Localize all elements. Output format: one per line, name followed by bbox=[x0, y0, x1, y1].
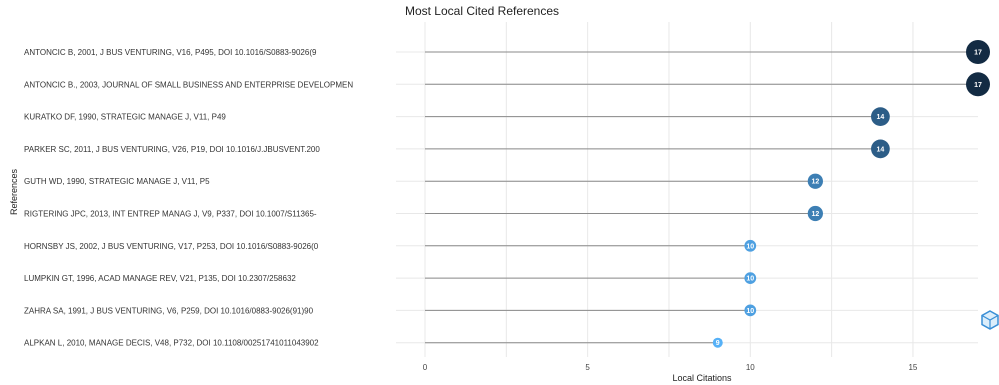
cube-logo-icon bbox=[981, 310, 999, 330]
value-label: 10 bbox=[746, 243, 754, 250]
value-label: 17 bbox=[974, 50, 982, 57]
reference-label: ANTONCIC B, 2001, J BUS VENTURING, V16, … bbox=[24, 48, 317, 57]
reference-label: ZAHRA SA, 1991, J BUS VENTURING, V6, P25… bbox=[24, 306, 314, 315]
value-label: 14 bbox=[877, 146, 885, 153]
y-axis-title: References bbox=[9, 168, 19, 215]
value-label: 12 bbox=[811, 179, 819, 186]
data-point bbox=[966, 72, 990, 97]
value-label: 10 bbox=[746, 308, 754, 315]
reference-labels: ANTONCIC B, 2001, J BUS VENTURING, V16, … bbox=[24, 48, 353, 348]
data-point bbox=[807, 173, 823, 189]
data-point bbox=[871, 107, 890, 126]
reference-label: ALPKAN L, 2010, MANAGE DECIS, V48, P732,… bbox=[24, 339, 319, 348]
reference-label: ANTONCIC B., 2003, JOURNAL OF SMALL BUSI… bbox=[24, 80, 353, 89]
x-tick-label: 5 bbox=[585, 363, 590, 372]
reference-label: GUTH WD, 1990, STRATEGIC MANAGE J, V11, … bbox=[24, 177, 210, 186]
value-label: 12 bbox=[811, 211, 819, 218]
value-label: 10 bbox=[746, 276, 754, 283]
data-point bbox=[871, 139, 890, 159]
reference-label: KURATKO DF, 1990, STRATEGIC MANAGE J, V1… bbox=[24, 113, 226, 122]
reference-label: PARKER SC, 2011, J BUS VENTURING, V26, P… bbox=[24, 145, 320, 154]
data-point bbox=[807, 205, 823, 222]
x-tick-label: 0 bbox=[423, 363, 428, 372]
grid bbox=[396, 22, 978, 357]
chart-title: Most Local Cited References bbox=[405, 4, 559, 18]
data-point bbox=[966, 40, 990, 64]
stems bbox=[425, 51, 978, 344]
value-label: 9 bbox=[716, 340, 720, 347]
data-point bbox=[744, 239, 757, 252]
data-point bbox=[744, 272, 757, 284]
reference-label: RIGTERING JPC, 2013, INT ENTREP MANAG J,… bbox=[24, 210, 317, 219]
x-tick-label: 15 bbox=[908, 363, 917, 372]
x-tick-label: 10 bbox=[746, 363, 755, 372]
x-tick-labels: 0 5 10 15 bbox=[423, 363, 918, 372]
value-label: 14 bbox=[877, 114, 885, 121]
x-axis-title: Local Citations bbox=[672, 373, 732, 383]
data-points: 17 17 14 14 12 12 10 10 10 9 bbox=[712, 40, 990, 348]
data-point bbox=[712, 337, 723, 348]
reference-label: HORNSBY JS, 2002, J BUS VENTURING, V17, … bbox=[24, 242, 319, 251]
data-point bbox=[744, 304, 757, 317]
reference-label: LUMPKIN GT, 1996, ACAD MANAGE REV, V21, … bbox=[24, 274, 296, 283]
value-label: 17 bbox=[974, 82, 982, 89]
